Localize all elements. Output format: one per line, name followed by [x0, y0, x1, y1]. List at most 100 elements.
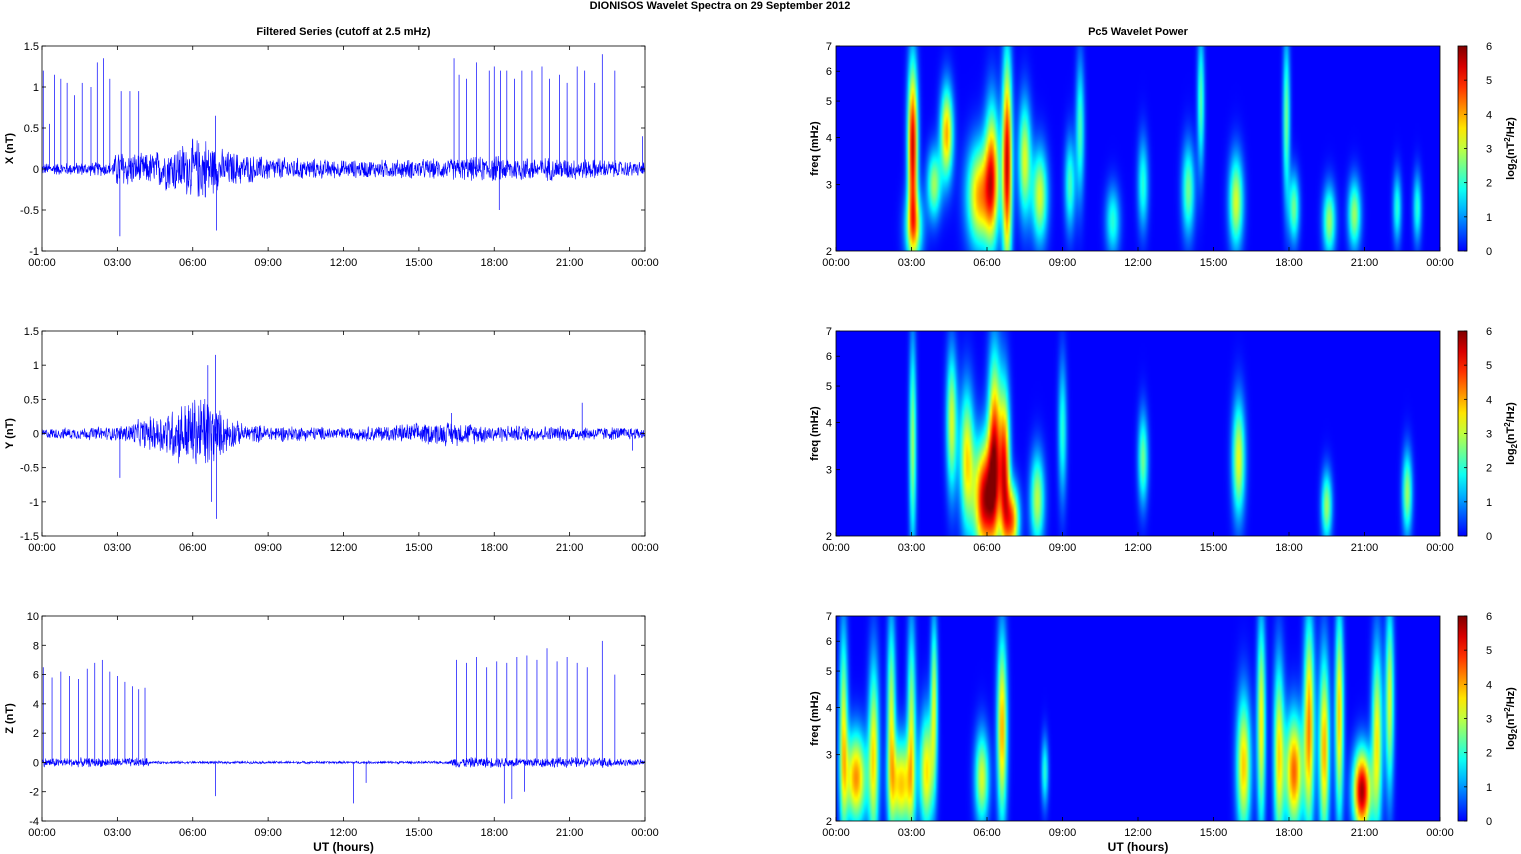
axes-box [41, 45, 646, 252]
y-tick-label: 3 [826, 180, 832, 192]
colorbar-label-part: /Hz) [1505, 687, 1517, 708]
y-tick-label: 6 [33, 670, 39, 682]
y-tick-label: 2 [826, 246, 832, 258]
colorbar-label-part: 2 [1510, 158, 1519, 163]
colorbar-label-part: 2 [1510, 728, 1519, 733]
y-tick-label: -1 [29, 246, 39, 258]
y-axis-label: Z (nT) [4, 703, 16, 734]
y-tick-label: 3 [826, 750, 832, 762]
x-tick-label: 21:00 [556, 542, 584, 554]
y-tick-label: 0.5 [24, 394, 39, 406]
y-axis-label: freq (mHz) [809, 406, 821, 461]
x-tick-label: 09:00 [254, 542, 282, 554]
colorbar-tick-label: 3 [1486, 429, 1492, 441]
series-trace [42, 756, 645, 768]
y-tick-label: 5 [826, 96, 832, 108]
colorbar-tick-label: 2 [1486, 748, 1492, 760]
colorbar-label-part: 2 [1503, 422, 1512, 427]
y-tick-label: 7 [826, 41, 832, 53]
y-tick-label: 2 [826, 816, 832, 828]
y-tick-label: -0.5 [20, 463, 39, 475]
x-tick-label: 15:00 [405, 542, 433, 554]
y-tick-label: 8 [33, 640, 39, 652]
y-tick-label: 0 [33, 164, 39, 176]
colorbar-label: log2(nT2/Hz) [1503, 402, 1519, 465]
x-tick-label: 21:00 [556, 827, 584, 839]
x-tick-label: 18:00 [480, 257, 508, 269]
x-tick-label: 12:00 [1124, 542, 1152, 554]
y-tick-label: -4 [29, 816, 39, 828]
x-tick-label: 12:00 [1124, 257, 1152, 269]
colorbar-tick-label: 4 [1486, 394, 1492, 406]
colorbar-tick-label: 5 [1486, 360, 1492, 372]
x-tick-label: 21:00 [1351, 257, 1379, 269]
y-tick-label: 0.5 [24, 123, 39, 135]
x-tick-label: 06:00 [179, 827, 207, 839]
x-tick-label: 03:00 [898, 257, 926, 269]
colorbar-tick-label: 1 [1486, 782, 1492, 794]
colorbar-label-part: log [1505, 163, 1517, 180]
colorbar-label: log2(nT2/Hz) [1503, 687, 1519, 750]
x-tick-label: 09:00 [1049, 827, 1077, 839]
heatmap-panel-x: 00:00 03:00 06:00 09:00 12:00 15:00 18:00 21:00… [809, 26, 1519, 269]
x-tick-label: 15:00 [1200, 257, 1228, 269]
x-tick-label: 15:00 [405, 257, 433, 269]
y-tick-label: 3 [826, 465, 832, 477]
colorbar-tick-label: 5 [1486, 645, 1492, 657]
series-trace [42, 138, 645, 198]
x-tick-label: 12:00 [330, 542, 358, 554]
panel-title: Filtered Series (cutoff at 2.5 mHz) [256, 26, 431, 38]
x-tick-label: 00:00 [28, 542, 56, 554]
series-trace [42, 399, 645, 465]
y-tick-label: 0 [33, 429, 39, 441]
y-tick-label: 4 [826, 133, 832, 145]
x-tick-label: 21:00 [1351, 827, 1379, 839]
colorbar-tick-label: 3 [1486, 714, 1492, 726]
colorbar-tick-label: 2 [1486, 463, 1492, 475]
y-tick-label: 7 [826, 611, 832, 623]
y-tick-label: 5 [826, 381, 832, 393]
x-tick-label: 06:00 [179, 542, 207, 554]
x-tick-label: 12:00 [1124, 827, 1152, 839]
x-tick-label: 00:00 [631, 257, 659, 269]
y-tick-label: 1.5 [24, 326, 39, 338]
colorbar-tick-label: 0 [1486, 816, 1492, 828]
y-tick-label: 2 [33, 728, 39, 740]
x-tick-label: 12:00 [330, 827, 358, 839]
colorbar-label-part: (nT [1505, 712, 1517, 729]
colorbar-tick-label: 1 [1486, 212, 1492, 224]
y-tick-label: 4 [826, 418, 832, 430]
colorbar-tick-label: 0 [1486, 246, 1492, 258]
x-tick-label: 18:00 [1275, 542, 1303, 554]
y-tick-label: -1 [29, 497, 39, 509]
x-tick-label: 21:00 [1351, 542, 1379, 554]
colorbar-label-part: log [1505, 733, 1517, 750]
y-tick-label: 10 [27, 611, 39, 623]
panel-title: Pc5 Wavelet Power [1088, 26, 1189, 38]
x-tick-label: 03:00 [898, 542, 926, 554]
x-tick-label: 18:00 [1275, 827, 1303, 839]
colorbar-tick-label: 5 [1486, 75, 1492, 87]
colorbar-label: log2(nT2/Hz) [1503, 117, 1519, 180]
y-tick-label: 4 [826, 703, 832, 715]
colorbar-label-part: 2 [1503, 707, 1512, 712]
figure-title: DIONISOS Wavelet Spectra on 29 September… [590, 0, 851, 12]
colorbar-tick-label: 6 [1486, 41, 1492, 53]
x-tick-label: 00:00 [822, 542, 850, 554]
x-tick-label: 00:00 [822, 827, 850, 839]
x-tick-label: 00:00 [1426, 542, 1454, 554]
colorbar-tick-label: 4 [1486, 679, 1492, 691]
x-tick-label: 00:00 [631, 827, 659, 839]
x-tick-label: 09:00 [254, 827, 282, 839]
x-tick-label: 00:00 [631, 542, 659, 554]
x-axis-label: UT (hours) [313, 840, 374, 854]
colorbar-tick-label: 6 [1486, 326, 1492, 338]
heatmap-panel-z: 00:00 03:00 06:00 09:00 12:00 15:00 18:00 21:00… [809, 611, 1519, 854]
x-axis-label: UT (hours) [1108, 840, 1169, 854]
line-panel-z: 00:00 03:00 06:00 09:00 12:00 15:00 18:00 21:00… [4, 611, 659, 854]
y-tick-label: -0.5 [20, 205, 39, 217]
x-tick-label: 15:00 [1200, 542, 1228, 554]
x-tick-label: 12:00 [330, 257, 358, 269]
